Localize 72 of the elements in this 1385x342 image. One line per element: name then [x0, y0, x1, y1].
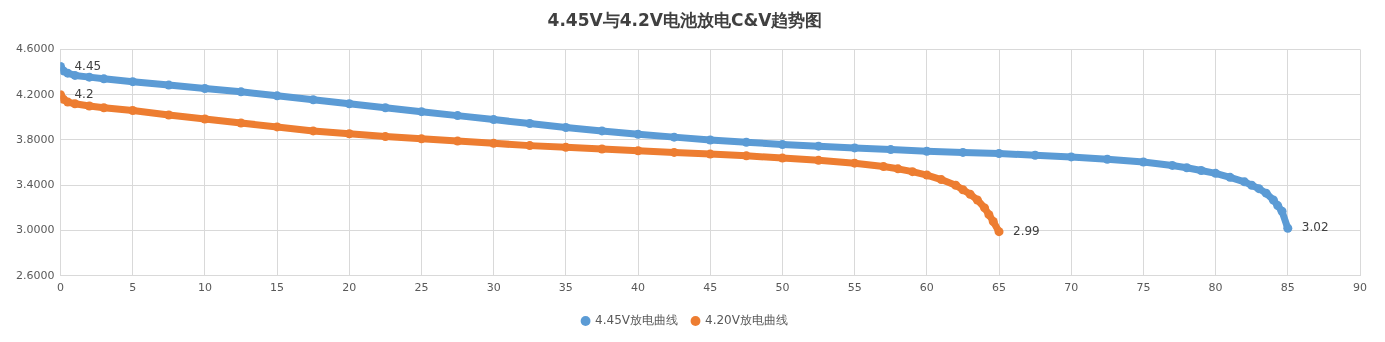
x-tick-label: 50 [775, 281, 790, 295]
y-tick-label: 3.8000 [15, 132, 55, 146]
y-tick-label: 3.0000 [15, 223, 55, 237]
x-tick-label: 25 [414, 281, 429, 295]
x-tick-label: 40 [631, 281, 646, 295]
annotation: 4.45 [74, 58, 102, 73]
point [164, 110, 174, 120]
y-tick-label: 2.6000 [15, 268, 55, 282]
x-tick-label: 60 [919, 281, 934, 295]
point [308, 95, 318, 105]
point [200, 114, 210, 124]
point [1277, 206, 1287, 216]
point [1283, 223, 1293, 233]
point [236, 118, 246, 128]
point [972, 195, 982, 205]
point [99, 103, 109, 113]
y-tick-label: 4.6000 [15, 42, 55, 56]
legend-label: 4.20V放电曲线 [705, 313, 788, 328]
point [70, 99, 80, 109]
point [63, 68, 73, 78]
point [1239, 177, 1249, 187]
x-tick-label: 5 [129, 281, 137, 295]
x-tick-label: 90 [1353, 281, 1367, 295]
point [70, 70, 80, 80]
x-tick-label: 15 [270, 281, 285, 295]
y-tick-label: 3.4000 [15, 178, 55, 192]
annotation: 4.2 [74, 86, 94, 101]
point [1254, 184, 1264, 194]
point [525, 119, 535, 129]
point [1225, 172, 1235, 182]
point [1247, 180, 1257, 190]
point [980, 203, 990, 213]
x-tick-label: 10 [197, 281, 212, 295]
point [525, 141, 535, 151]
x-tick-label: 30 [486, 281, 501, 295]
point [907, 167, 917, 177]
point [958, 185, 968, 195]
point [994, 227, 1004, 237]
point [1261, 188, 1271, 198]
y-tick-label: 4.2000 [15, 87, 55, 101]
point [936, 175, 946, 185]
point [922, 170, 932, 180]
point [988, 216, 998, 226]
chart-title: 4.45V与4.2V电池放电C&V趋势图 [547, 9, 823, 30]
x-tick-label: 75 [1136, 281, 1151, 295]
x-tick-label: 85 [1280, 281, 1295, 295]
x-tick-label: 0 [56, 281, 64, 295]
x-tick-label: 80 [1208, 281, 1223, 295]
legend-label: 4.45V放电曲线 [595, 313, 679, 328]
point [850, 158, 860, 168]
point [1182, 163, 1192, 173]
x-tick-label: 35 [558, 281, 573, 295]
point [984, 210, 994, 220]
point [893, 164, 903, 174]
point [200, 83, 210, 93]
point [561, 123, 571, 133]
annotation: 3.02 [1301, 220, 1329, 235]
x-tick-label: 20 [342, 281, 357, 295]
x-tick-label: 55 [847, 281, 862, 295]
x-tick-label: 45 [703, 281, 718, 295]
point [1211, 168, 1221, 178]
x-tick-label: 65 [992, 281, 1007, 295]
point [951, 180, 961, 190]
point [272, 91, 282, 101]
annotation: 2.99 [1013, 223, 1040, 238]
x-tick-label: 70 [1064, 281, 1079, 295]
point [128, 106, 138, 116]
point [1196, 166, 1206, 176]
point [965, 189, 975, 199]
point [597, 144, 607, 154]
point [994, 149, 1004, 159]
point [1273, 201, 1283, 211]
